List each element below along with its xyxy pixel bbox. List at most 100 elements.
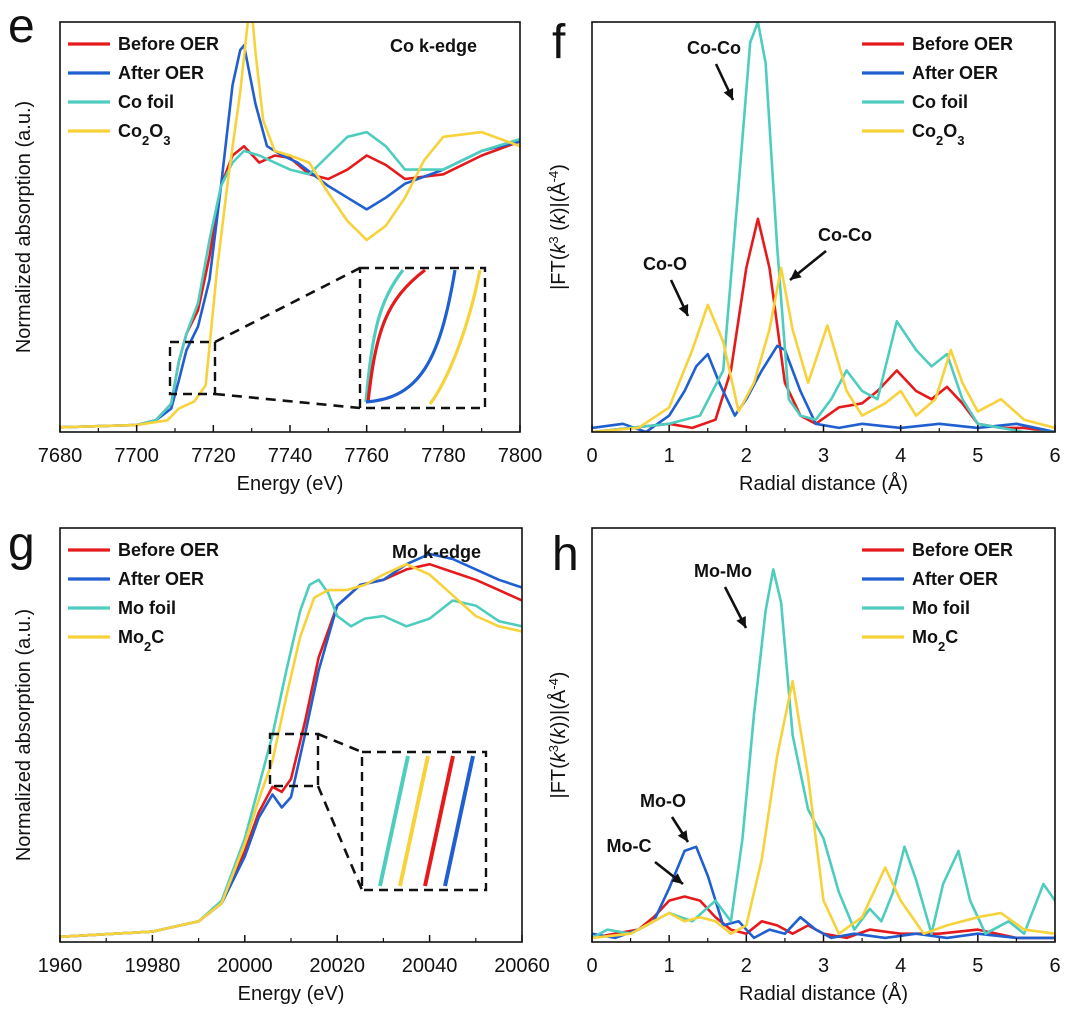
panel-h: h 0 1 2 3 4 5 6 Radial distance (Å) |FT(k3(k))|(Å… <box>546 527 1061 1005</box>
series-line-mo2c <box>592 679 1055 940</box>
x-tick-label: 2 <box>741 445 752 467</box>
panel-letter: h <box>552 528 579 581</box>
inset-line <box>365 269 457 404</box>
series-line-after-oer <box>592 845 1055 940</box>
panel-letter: e <box>8 0 35 53</box>
inset-curves <box>364 268 482 405</box>
x-tick-label: 4 <box>895 955 906 977</box>
edge-label: Co k-edge <box>390 36 477 56</box>
plot-frame <box>591 527 1056 943</box>
series-group <box>60 22 520 429</box>
series-line-co-foil <box>592 22 1055 432</box>
legend-label: Mo2C <box>118 627 164 654</box>
x-tick-label: 5 <box>972 955 983 977</box>
x-tick-label: 7700 <box>114 445 159 467</box>
peak-label: Mo-O <box>640 791 686 811</box>
inset-line <box>398 755 430 887</box>
inset-box <box>360 750 488 892</box>
x-tick-label: 1 <box>664 445 675 467</box>
peak-label: Co-O <box>643 254 687 274</box>
x-tick-label: 1 <box>664 955 675 977</box>
x-tick-label: 20040 <box>402 955 458 977</box>
x-tick-label: 5 <box>972 445 983 467</box>
inset-line <box>378 755 410 887</box>
series-line-after-oer <box>60 44 520 429</box>
series-group <box>60 552 522 939</box>
annotation-arrow <box>669 279 690 317</box>
x-tick-label: 7760 <box>344 445 389 467</box>
x-tick-label: 7780 <box>421 445 466 467</box>
y-axis-title: Normalized absorption (a.u.) <box>13 101 35 353</box>
plot-frame <box>59 21 521 433</box>
x-tick-label: 3 <box>818 955 829 977</box>
inset-line <box>366 268 426 403</box>
x-tick-label: 7720 <box>191 445 236 467</box>
annotation-arrow <box>654 860 684 886</box>
inset-line <box>428 269 482 405</box>
edge-label: Mo k-edge <box>392 542 481 562</box>
x-tick-label: 6 <box>1049 445 1060 467</box>
panel-f: f 0 1 2 3 4 5 6 Radial distance (Å) |FT(k3 (k)|(Å… <box>546 16 1061 495</box>
zoom-box <box>268 732 320 788</box>
series-group <box>592 568 1055 940</box>
legend-label: After OER <box>912 569 998 589</box>
panel-letter: g <box>8 518 35 571</box>
legend-label: Mo2C <box>912 627 958 654</box>
zoom-connector <box>214 392 361 410</box>
zoom-connector <box>317 732 363 754</box>
inset-line <box>443 755 475 887</box>
series-line-co2o3 <box>60 22 520 429</box>
series-line-co2o3 <box>592 266 1055 432</box>
inset-curves <box>378 755 475 887</box>
series-line-mo-foil <box>60 578 522 939</box>
annotation-arrow <box>714 63 735 101</box>
x-axis-title: Radial distance (Å) <box>739 472 908 495</box>
legend-label: Co foil <box>912 92 968 112</box>
zoom-box <box>168 340 217 396</box>
legend-label: Before OER <box>118 540 219 560</box>
peak-label: Mo-C <box>607 836 652 856</box>
x-axis-title: Energy (eV) <box>238 983 345 1005</box>
x-axis-title: Radial distance (Å) <box>739 982 908 1005</box>
x-tick-label: 4 <box>895 445 906 467</box>
peak-label: Co-Co <box>687 38 741 58</box>
series-group <box>592 22 1055 432</box>
peak-label: Mo-Mo <box>694 561 752 581</box>
legend-label: After OER <box>118 569 204 589</box>
annotation-arrow <box>723 586 748 629</box>
y-axis-title: |FT(k3 (k)|(Å-4) <box>546 164 571 290</box>
series-line-before-oer <box>592 217 1055 432</box>
inset-line <box>423 755 455 887</box>
legend-label: Before OER <box>912 34 1013 54</box>
x-tick-label: 3 <box>818 445 829 467</box>
x-tick-label: 20060 <box>494 955 550 977</box>
series-line-mo2c <box>60 562 522 939</box>
legend-label: After OER <box>912 63 998 83</box>
panel-g: g 1960 19980 20000 20020 20040 20060 Energy (eV… <box>8 518 550 1005</box>
panel-letter: f <box>552 16 566 69</box>
x-tick-label: 19980 <box>125 955 181 977</box>
zoom-connector <box>316 785 364 891</box>
x-tick-label: 20000 <box>217 955 273 977</box>
legend-label: Mo foil <box>118 598 176 618</box>
y-axis-title: Normalized absorption (a.u.) <box>13 609 35 861</box>
zoom-connector <box>214 266 361 344</box>
legend-label: Co2O3 <box>912 121 964 148</box>
x-tick-label: 7680 <box>38 445 83 467</box>
x-tick-label: 7740 <box>268 445 313 467</box>
inset-box <box>358 266 487 410</box>
series-line-before-oer <box>60 562 522 939</box>
legend-label: After OER <box>118 63 204 83</box>
annotation-arrow <box>789 249 827 282</box>
annotation-arrow <box>670 816 690 843</box>
x-tick-label: 1960 <box>38 955 83 977</box>
y-axis-title: |FT(k3(k))|(Å-4) <box>546 672 571 799</box>
peak-label: Co-Co <box>818 225 872 245</box>
legend-label: Before OER <box>118 34 219 54</box>
x-tick-label: 2 <box>741 955 752 977</box>
x-tick-label: 7800 <box>498 445 543 467</box>
x-tick-label: 6 <box>1049 955 1060 977</box>
x-tick-label: 0 <box>586 955 597 977</box>
legend-label: Before OER <box>912 540 1013 560</box>
